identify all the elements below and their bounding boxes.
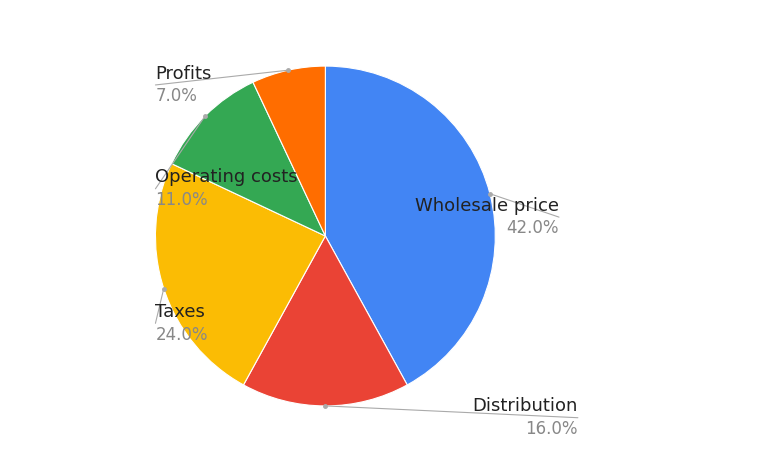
Text: Distribution: Distribution (472, 397, 578, 415)
Wedge shape (253, 66, 325, 236)
Text: Profits: Profits (155, 65, 212, 83)
Text: 7.0%: 7.0% (155, 87, 197, 105)
Text: 11.0%: 11.0% (155, 191, 208, 209)
Wedge shape (155, 164, 325, 385)
Text: 24.0%: 24.0% (155, 326, 208, 344)
Wedge shape (325, 66, 495, 385)
Text: 42.0%: 42.0% (507, 219, 559, 237)
Wedge shape (172, 82, 325, 236)
Wedge shape (244, 236, 407, 406)
Text: Wholesale price: Wholesale price (415, 197, 559, 215)
Text: Taxes: Taxes (155, 303, 206, 321)
Text: 16.0%: 16.0% (526, 420, 578, 438)
Text: Operating costs: Operating costs (155, 169, 298, 186)
